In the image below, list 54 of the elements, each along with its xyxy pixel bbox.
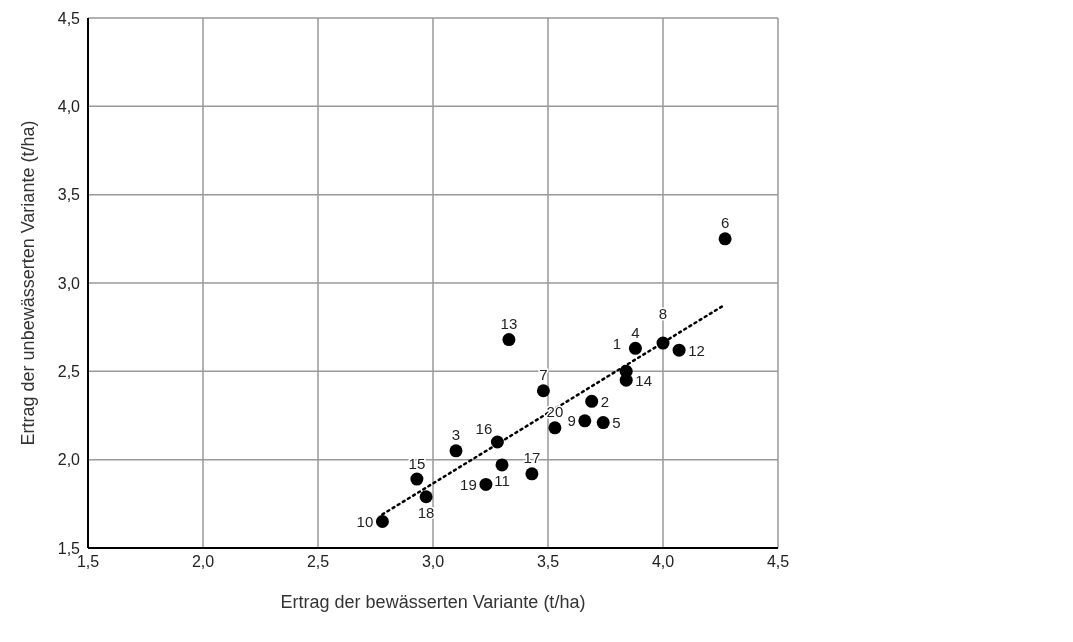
annotation: 7 [539, 366, 548, 384]
point [628, 341, 642, 355]
point [375, 515, 389, 528]
point [479, 477, 493, 491]
point [502, 333, 516, 347]
y-tick-label: 2,0 [57, 451, 81, 469]
point [596, 416, 610, 430]
annotation: 1 [612, 334, 622, 352]
point [536, 384, 550, 398]
x-tick-label: 3,5 [536, 553, 560, 571]
point [419, 490, 433, 504]
annotation: 10 [356, 513, 374, 530]
y-tick-label: 2,5 [57, 363, 81, 381]
point [548, 421, 562, 435]
annotation: 14 [635, 371, 653, 389]
annotation: 12 [688, 341, 705, 359]
x-tick-label: 3,0 [421, 553, 445, 571]
x-tick-label: 1,5 [76, 553, 100, 571]
point [585, 394, 599, 408]
y-tick-label: 4,5 [57, 9, 81, 27]
point [410, 472, 424, 486]
annotation: 15 [408, 454, 426, 472]
annotation: 13 [500, 315, 518, 333]
point [490, 435, 504, 449]
annotation: 16 [475, 419, 493, 437]
annotation: 18 [417, 504, 435, 522]
point [718, 232, 732, 246]
annotation: 19 [460, 475, 477, 493]
x-tick-label: 4,5 [766, 553, 790, 571]
y-tick-label: 3,5 [57, 186, 81, 204]
y-tick-label: 4,0 [57, 98, 81, 116]
annotation: 5 [612, 414, 621, 432]
annotation: 11 [494, 472, 510, 490]
point [525, 467, 539, 481]
y-axis-title: Ertrag der unbewässerten Variante (t/ha) [18, 120, 39, 446]
annotation: 2 [600, 392, 610, 410]
annotation: 9 [567, 412, 576, 430]
point [449, 444, 463, 458]
point [672, 343, 686, 357]
point [578, 414, 592, 428]
point [656, 336, 670, 350]
annotation: 4 [631, 323, 640, 341]
annotation: 17 [523, 449, 541, 467]
annotation: 20 [546, 403, 564, 421]
annotation: 8 [658, 304, 668, 322]
point [495, 458, 509, 472]
x-tick-label: 4,0 [651, 553, 675, 571]
y-tick-label: 3,0 [57, 274, 81, 292]
x-tick-label: 2,5 [306, 553, 330, 571]
x-tick-label: 2,0 [191, 553, 215, 571]
annotation: 6 [720, 214, 730, 232]
point [619, 373, 633, 387]
annotation: 3 [451, 426, 461, 444]
x-axis-title: Ertrag der bewässerten Variante (t/ha) [280, 592, 586, 612]
